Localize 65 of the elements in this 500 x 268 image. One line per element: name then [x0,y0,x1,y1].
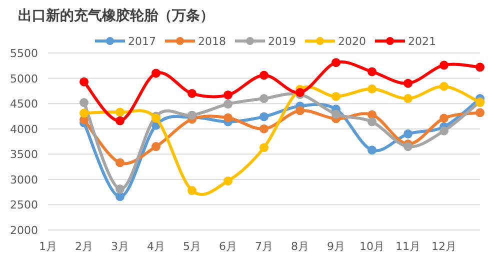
legend-label: 2020 [338,35,366,48]
point [116,116,124,126]
y-tick-label: 3500 [10,148,38,162]
point [440,60,448,70]
y-tick-label: 2500 [10,198,38,212]
point [80,98,88,108]
legend-label: 2017 [128,35,156,48]
x-tick-label: 1月 [39,240,57,253]
legend-label: 2019 [268,35,296,48]
point [332,58,340,68]
y-tick-label: 3000 [10,173,38,186]
point [116,158,124,168]
y-tick-label: 5500 [10,47,38,60]
point [404,142,412,152]
x-tick-label: 5月 [183,240,201,253]
y-tick-label: 4000 [10,122,38,136]
point [476,108,484,118]
chart-title: 出口新的充气橡胶轮胎（万条） [18,7,214,24]
point [368,146,376,155]
point [188,186,196,196]
legend-label: 2018 [198,35,226,48]
x-tick-label: 8月 [291,240,309,253]
point [116,192,124,202]
point [224,100,232,109]
point [332,110,340,119]
point [188,88,196,98]
point [404,94,412,104]
point [80,108,88,118]
point [368,84,376,94]
point [152,142,160,152]
y-tick-label: 2000 [10,224,38,237]
point [224,90,232,100]
point [224,176,232,186]
point [296,106,304,116]
x-tick-label: 6月 [219,240,237,253]
point [440,126,448,136]
point [260,94,268,104]
point [224,113,232,122]
x-tick-label: 4月 [147,240,165,253]
point [116,108,124,117]
point [476,62,484,72]
point [260,143,268,152]
x-tick-label: 2月 [75,240,93,253]
point [116,184,124,194]
point [440,114,448,123]
point [368,117,376,126]
point [368,67,376,76]
x-tick-label: 3月 [111,240,129,253]
x-tick-label: 7月 [255,240,273,253]
x-tick-label: 12月 [432,240,456,253]
x-tick-label: 11月 [396,240,420,253]
point [404,129,412,138]
point [260,112,268,122]
point [440,82,448,91]
point [260,70,268,80]
point [260,124,268,134]
x-tick-label: 10月 [360,240,384,253]
x-tick-label: 9月 [327,240,345,253]
point [152,68,160,78]
y-tick-label: 4500 [10,98,38,111]
point [332,92,340,101]
point [80,77,88,86]
point [404,78,412,88]
y-tick-label: 5000 [10,72,38,86]
legend-label: 2021 [408,35,436,48]
